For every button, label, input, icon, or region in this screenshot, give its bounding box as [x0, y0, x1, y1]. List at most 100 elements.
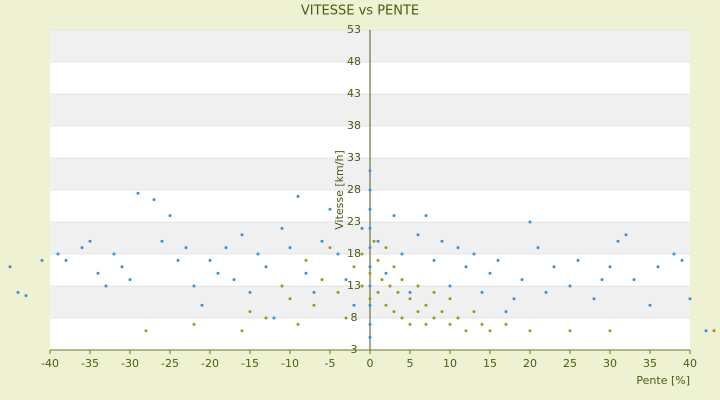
point [328, 207, 332, 211]
point [408, 290, 412, 294]
y-tick-label: 33 [347, 151, 361, 164]
chart-title: VITESSE vs PENTE [301, 4, 419, 19]
point [380, 278, 384, 282]
x-tick-label: 40 [683, 357, 697, 370]
point [504, 310, 508, 314]
point [40, 258, 44, 262]
point [368, 246, 372, 250]
point [624, 233, 628, 237]
point [200, 303, 204, 307]
point [368, 303, 372, 307]
x-tick-label: -15 [241, 357, 259, 370]
point [368, 335, 372, 339]
point [608, 329, 612, 333]
x-tick-label: 25 [563, 357, 577, 370]
point [648, 303, 652, 307]
point [368, 207, 372, 211]
point [336, 290, 340, 294]
point [176, 258, 180, 262]
point [256, 252, 260, 256]
point [328, 246, 332, 250]
point [496, 258, 500, 262]
point [520, 278, 524, 282]
point [408, 297, 412, 301]
point [680, 258, 684, 262]
point [144, 329, 148, 333]
point [712, 329, 716, 333]
point [368, 226, 372, 230]
point [392, 310, 396, 314]
point [400, 316, 404, 320]
point [168, 214, 172, 218]
point [568, 329, 572, 333]
point [344, 316, 348, 320]
point [128, 278, 132, 282]
point [216, 271, 220, 275]
point [488, 329, 492, 333]
point [440, 310, 444, 314]
x-tick-label: 15 [483, 357, 497, 370]
point [456, 316, 460, 320]
y-tick-label: 8 [351, 311, 358, 324]
point [376, 258, 380, 262]
point [416, 284, 420, 288]
point [16, 290, 20, 294]
point [456, 246, 460, 250]
point [368, 188, 372, 192]
point [312, 303, 316, 307]
x-tick-label: -10 [281, 357, 299, 370]
point [224, 246, 228, 250]
x-tick-label: 10 [443, 357, 457, 370]
point [312, 290, 316, 294]
point [608, 265, 612, 269]
point [416, 233, 420, 237]
point [360, 252, 364, 256]
point [368, 284, 372, 288]
point [376, 290, 380, 294]
y-tick-label: 38 [347, 119, 361, 132]
point [448, 284, 452, 288]
point [616, 239, 620, 243]
point [288, 297, 292, 301]
point [208, 258, 212, 262]
point [56, 252, 60, 256]
point [192, 284, 196, 288]
point [88, 239, 92, 243]
point [368, 271, 372, 275]
point [440, 239, 444, 243]
point [488, 271, 492, 275]
point [388, 284, 392, 288]
y-tick-label: 53 [347, 23, 361, 36]
point [280, 284, 284, 288]
point [136, 191, 140, 195]
point [248, 310, 252, 314]
point [360, 284, 364, 288]
point [656, 265, 660, 269]
point [184, 246, 188, 250]
point [240, 233, 244, 237]
point [392, 265, 396, 269]
point [368, 265, 372, 269]
point [320, 239, 324, 243]
y-tick-label: 48 [347, 55, 361, 68]
point [432, 290, 436, 294]
x-tick-label: -30 [121, 357, 139, 370]
point [368, 322, 372, 326]
point [632, 278, 636, 282]
point [352, 303, 356, 307]
point [272, 316, 276, 320]
point [480, 322, 484, 326]
point [24, 294, 28, 298]
x-tick-label: -20 [201, 357, 219, 370]
point [352, 265, 356, 269]
point [384, 271, 388, 275]
point [408, 322, 412, 326]
x-tick-label: 5 [407, 357, 414, 370]
point [104, 284, 108, 288]
point [704, 329, 708, 333]
point [536, 246, 540, 250]
point [528, 220, 532, 224]
point [432, 316, 436, 320]
point [600, 278, 604, 282]
point [400, 278, 404, 282]
